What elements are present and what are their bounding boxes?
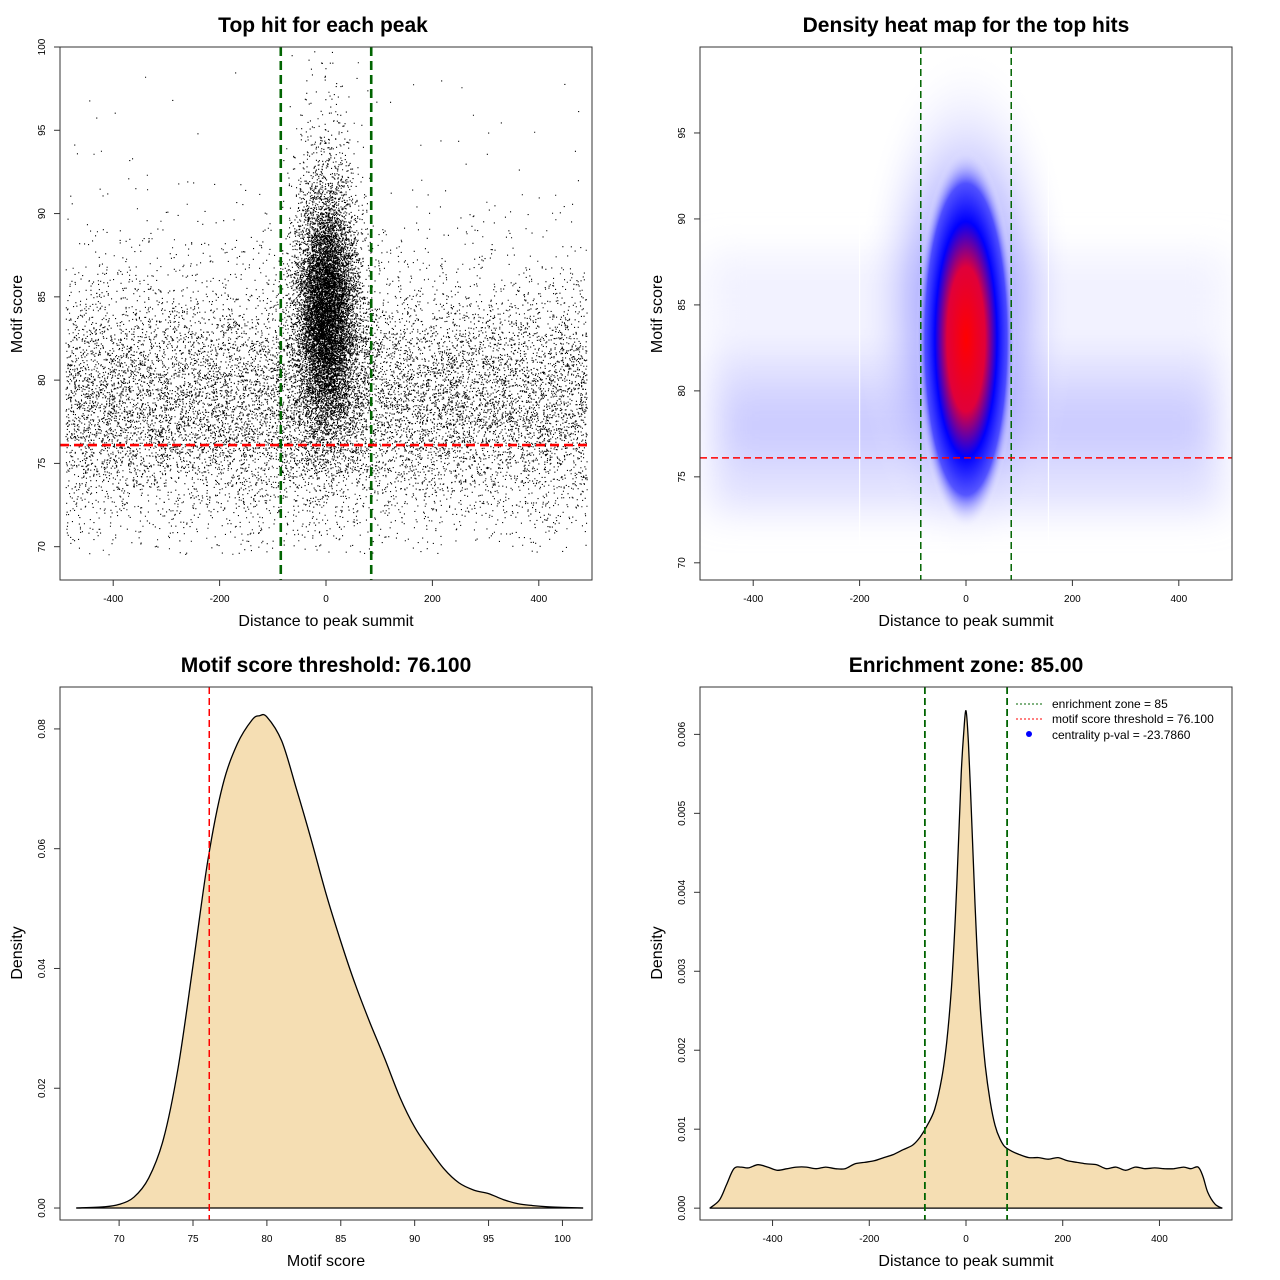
y-tick-label: 0.02: [37, 1078, 48, 1098]
scatter-reference-lines: [60, 47, 592, 580]
score-density-x-axis: 70 75 80 85 90 95 100: [114, 1220, 571, 1245]
scatter-panel: Top hit for each peak -400 -200 0 200 400 70…: [9, 14, 593, 630]
heatmap-x-label: Distance to peak summit: [878, 613, 1054, 630]
y-tick-label: 95: [37, 124, 48, 136]
scatter-y-axis: 70 75 80 85 90 95 100: [37, 38, 60, 552]
legend-swatch-centrality: [1026, 731, 1032, 737]
heatmap-y-axis: 70 75 80 85 90 95: [677, 127, 700, 568]
legend-label-centrality: centrality p-val = -23.7860: [1052, 728, 1191, 742]
distance-density-y-axis: 0.000 0.001 0.002 0.003 0.004 0.005 0.006: [677, 721, 700, 1221]
x-tick-label: 75: [187, 1234, 199, 1245]
scatter-x-axis: -400 -200 0 200 400: [103, 580, 548, 605]
y-tick-label: 0.003: [677, 958, 688, 983]
heatmap-reference-lines: [700, 47, 1232, 580]
score-density-y-axis: 0.00 0.02 0.04 0.06 0.08: [37, 719, 60, 1218]
heatmap-panel: Density heat map for the top hits -400 -2…: [649, 14, 1233, 630]
density-curve: [709, 710, 1223, 1209]
distance-density-x-axis: -400 -200 0 200 400: [763, 1220, 1168, 1245]
x-tick-label: 0: [963, 594, 969, 605]
scatter-points: [65, 51, 588, 556]
x-tick-label: 0: [323, 594, 329, 605]
y-tick-label: 90: [677, 213, 688, 225]
y-tick-label: 0.04: [37, 958, 48, 978]
y-tick-label: 0.001: [677, 1116, 688, 1141]
x-tick-label: 200: [1064, 594, 1081, 605]
score-density-panel: Motif score threshold: 76.100 70 75 80 85 90…: [9, 654, 593, 1270]
heatmap-density: [700, 47, 1232, 580]
heatmap-title: Density heat map for the top hits: [803, 14, 1130, 37]
y-tick-label: 75: [37, 457, 48, 469]
x-tick-label: -200: [850, 594, 870, 605]
y-tick-label: 75: [677, 471, 688, 483]
y-tick-label: 80: [677, 385, 688, 397]
scatter-x-label: Distance to peak summit: [238, 613, 414, 630]
y-tick-label: 90: [37, 208, 48, 220]
x-tick-label: 0: [963, 1234, 969, 1245]
y-tick-label: 0.004: [677, 879, 688, 904]
x-tick-label: -200: [859, 1234, 879, 1245]
x-tick-label: 70: [114, 1234, 126, 1245]
distance-density-area: [709, 710, 1223, 1209]
x-tick-label: -400: [763, 1234, 783, 1245]
score-density-area: [76, 713, 584, 1209]
x-tick-label: 90: [409, 1234, 421, 1245]
heatmap-x-axis: -400 -200 0 200 400: [743, 580, 1188, 605]
x-tick-label: 400: [530, 594, 547, 605]
y-tick-label: 0.00: [37, 1198, 48, 1218]
y-tick-label: 0.006: [677, 721, 688, 746]
score-density-plot-frame: [59, 686, 593, 1221]
scatter-point-cloud: [65, 51, 588, 556]
y-tick-label: 0.002: [677, 1037, 688, 1062]
score-density-y-label: Density: [9, 926, 26, 979]
x-tick-label: -400: [103, 594, 123, 605]
x-tick-label: 400: [1170, 594, 1187, 605]
x-tick-label: 80: [261, 1234, 273, 1245]
y-tick-label: 95: [677, 127, 688, 139]
y-tick-label: 85: [37, 291, 48, 303]
distance-density-reference-lines: [923, 687, 1009, 1220]
legend-label-enrichment-zone: enrichment zone = 85: [1052, 697, 1168, 711]
scatter-y-label: Motif score: [9, 275, 26, 353]
y-tick-label: 0.000: [677, 1195, 688, 1220]
density-fill: [76, 714, 584, 1208]
x-tick-label: 200: [1054, 1234, 1071, 1245]
x-tick-label: -200: [210, 594, 230, 605]
density-curve: [76, 713, 584, 1209]
distance-density-y-label: Density: [649, 926, 666, 979]
chart-legend: enrichment zone = 85 motif score thresho…: [1016, 697, 1214, 742]
x-tick-label: 85: [335, 1234, 347, 1245]
x-tick-label: 400: [1151, 1234, 1168, 1245]
distance-density-title: Enrichment zone: 85.00: [849, 654, 1084, 677]
x-tick-label: -400: [743, 594, 763, 605]
y-tick-label: 70: [37, 541, 48, 553]
distance-density-panel: Enrichment zone: 85.00 -400 -200 0 200 400 0…: [649, 654, 1233, 1270]
y-tick-label: 100: [37, 38, 48, 55]
density-fill: [709, 710, 1223, 1209]
scatter-title: Top hit for each peak: [218, 14, 428, 37]
legend-label-motif-threshold: motif score threshold = 76.100: [1052, 712, 1214, 726]
heatmap-y-label: Motif score: [649, 275, 666, 353]
x-tick-label: 200: [424, 594, 441, 605]
distance-density-x-label: Distance to peak summit: [878, 1253, 1054, 1270]
y-tick-label: 80: [37, 374, 48, 386]
score-density-x-label: Motif score: [287, 1253, 365, 1270]
y-tick-label: 70: [677, 557, 688, 569]
y-tick-label: 85: [677, 299, 688, 311]
y-tick-label: 0.005: [677, 800, 688, 825]
y-tick-label: 0.06: [37, 839, 48, 859]
y-tick-label: 0.08: [37, 719, 48, 739]
heatmap-hotspot: [916, 149, 1016, 530]
score-density-title: Motif score threshold: 76.100: [181, 654, 472, 677]
x-tick-label: 100: [554, 1234, 571, 1245]
x-tick-label: 95: [483, 1234, 495, 1245]
